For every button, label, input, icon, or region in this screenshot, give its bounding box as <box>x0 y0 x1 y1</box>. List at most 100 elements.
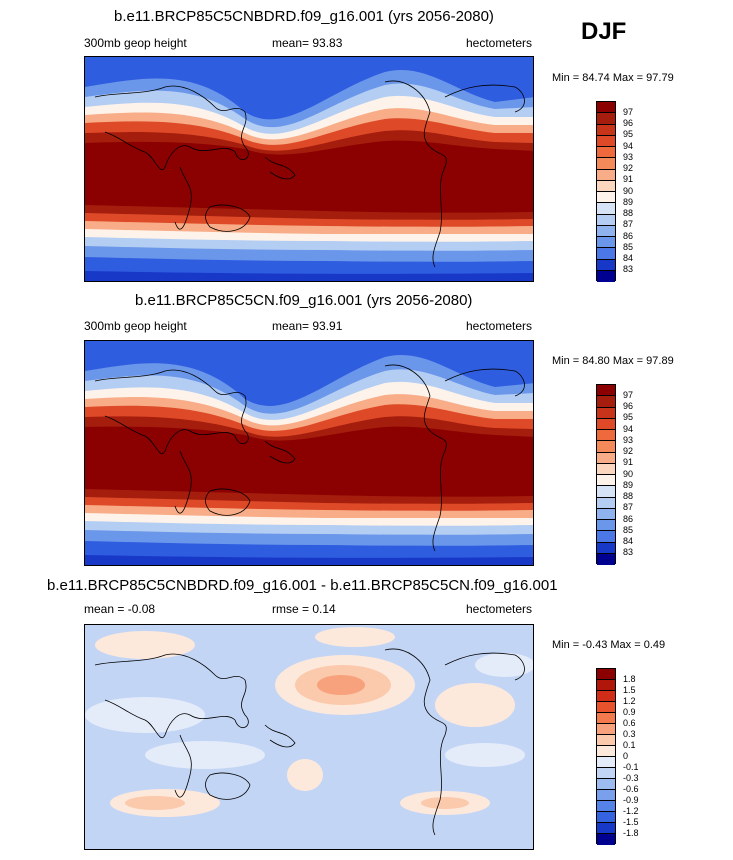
panel-2-swatch <box>597 542 615 554</box>
panel-1-title: b.e11.BRCP85C5CNBDRD.f09_g16.001 (yrs 20… <box>114 8 494 25</box>
panel-2-swatch <box>597 463 615 475</box>
panel-1-swatch <box>597 203 615 215</box>
panel-1-swatch <box>597 158 615 170</box>
panel-3-swatch <box>597 823 615 834</box>
panel-1-swatch <box>597 270 615 282</box>
panel-1-tick: 97 <box>623 107 634 117</box>
panel-3-tick: 1.2 <box>623 696 636 706</box>
panel-1-swatch <box>597 237 615 249</box>
panel-1-swatch <box>597 225 615 237</box>
panel-2-swatch <box>597 531 615 543</box>
panel-2-swatch <box>597 385 615 397</box>
panel-3-swatch <box>597 713 615 724</box>
panel-3-swatch <box>597 757 615 768</box>
panel-2-tick: 90 <box>623 469 634 479</box>
panel-3-tick: 0.3 <box>623 729 636 739</box>
panel-3-tick: -0.6 <box>623 784 639 794</box>
panel-3-tick: 1.8 <box>623 674 636 684</box>
panel-3-swatch <box>597 790 615 801</box>
panel-2-map <box>84 340 534 566</box>
panel-2-swatch <box>597 418 615 430</box>
panel-2-minmax: Min = 84.80 Max = 97.89 <box>552 355 674 367</box>
panel-3-swatch <box>597 779 615 790</box>
panel-3-tick: 0.1 <box>623 740 636 750</box>
panel-2-tick: 92 <box>623 446 634 456</box>
panel-3-mean: mean = -0.08 <box>84 602 156 616</box>
panel-3-tick: -0.3 <box>623 773 639 783</box>
panel-3-swatch <box>597 768 615 779</box>
panel-1-tick: 93 <box>623 152 634 162</box>
panel-2-tick: 89 <box>623 480 634 490</box>
panel-1-swatch <box>597 259 615 271</box>
panel-2-tick: 94 <box>623 424 634 434</box>
panel-2-swatch <box>597 441 615 453</box>
panel-1-swatch <box>597 214 615 226</box>
season-label: DJF <box>581 18 627 45</box>
panel-1-swatch <box>597 147 615 159</box>
panel-1-tick: 83 <box>623 264 634 274</box>
panel-2-tick: 91 <box>623 457 634 467</box>
panel-3-swatch <box>597 669 615 680</box>
panel-2-tick: 84 <box>623 536 634 546</box>
panel-1-tick: 95 <box>623 129 634 139</box>
panel-1-swatch <box>597 113 615 125</box>
panel-2-swatch <box>597 475 615 487</box>
panel-2-tick: 87 <box>623 502 634 512</box>
panel-2-tick: 93 <box>623 435 634 445</box>
panel-1-swatch <box>597 169 615 181</box>
panel-1-swatch <box>597 135 615 147</box>
panel-3-units: hectometers <box>466 602 533 616</box>
panel-2-mean: mean= 93.91 <box>272 319 343 333</box>
panel-1-mean: mean= 93.83 <box>272 36 343 50</box>
panel-2-swatch <box>597 553 615 565</box>
panel-1-swatch <box>597 124 615 136</box>
panel-1-map <box>84 56 534 282</box>
panel-2-tick: 86 <box>623 514 634 524</box>
panel-1-tick: 90 <box>623 186 634 196</box>
panel-2-swatch <box>597 508 615 520</box>
panel-2-swatch <box>597 497 615 509</box>
panel-3-swatch <box>597 724 615 735</box>
panel-3-tick: 0.6 <box>623 718 636 728</box>
panel-1-tick: 94 <box>623 141 634 151</box>
panel-3-swatch <box>597 746 615 757</box>
panel-2-colorbar <box>596 384 616 565</box>
panel-2-swatch <box>597 486 615 498</box>
panel-3-tick: -0.9 <box>623 795 639 805</box>
panel-2-units: hectometers <box>466 319 533 333</box>
panel-2-tick: 96 <box>623 401 634 411</box>
panel-2-tick: 97 <box>623 390 634 400</box>
panel-2-tick: 88 <box>623 491 634 501</box>
panel-3-swatch <box>597 801 615 812</box>
panel-1-tick: 96 <box>623 118 634 128</box>
panel-1-minmax: Min = 84.74 Max = 97.79 <box>552 72 674 84</box>
panel-2-variable-label: 300mb geop height <box>84 319 187 333</box>
panel-1-swatch <box>597 248 615 260</box>
panel-1-swatch <box>597 180 615 192</box>
panel-3-tick: 0.9 <box>623 707 636 717</box>
panel-3-map <box>84 624 534 850</box>
panel-1-units: hectometers <box>466 36 533 50</box>
panel-3-swatch <box>597 735 615 746</box>
panel-3-swatch <box>597 702 615 713</box>
panel-3-swatch <box>597 691 615 702</box>
panel-1-swatch <box>597 102 615 114</box>
panel-2-swatch <box>597 430 615 442</box>
panel-3-tick: -1.8 <box>623 828 639 838</box>
panel-1-field <box>85 57 533 281</box>
panel-1-tick: 85 <box>623 242 634 252</box>
panel-1-tick: 84 <box>623 253 634 263</box>
panel-3-title: b.e11.BRCP85C5CNBDRD.f09_g16.001 - b.e11… <box>47 577 558 594</box>
panel-3-tick: 1.5 <box>623 685 636 695</box>
panel-1-tick: 92 <box>623 163 634 173</box>
panel-3-minmax: Min = -0.43 Max = 0.49 <box>552 639 666 651</box>
panel-1-tick: 88 <box>623 208 634 218</box>
panel-3-field <box>85 625 533 849</box>
panel-3-colorbar <box>596 668 616 845</box>
panel-1-colorbar <box>596 101 616 282</box>
panel-2-swatch <box>597 396 615 408</box>
panel-3-tick: -1.2 <box>623 806 639 816</box>
panel-1-swatch <box>597 192 615 204</box>
panel-1-variable-label: 300mb geop height <box>84 36 187 50</box>
panel-1-tick: 86 <box>623 231 634 241</box>
